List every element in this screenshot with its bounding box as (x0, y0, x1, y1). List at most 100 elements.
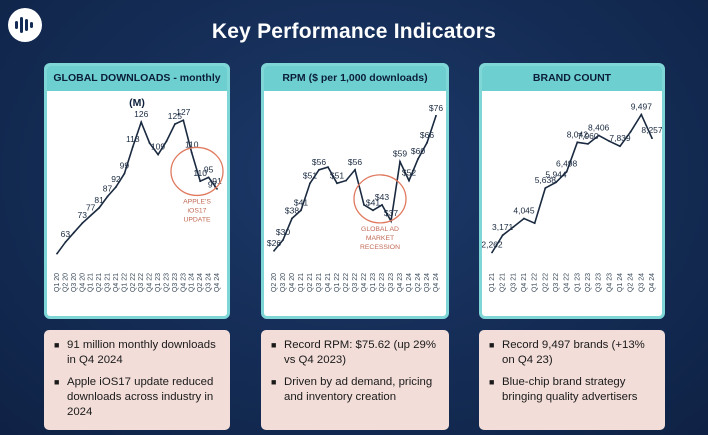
annotation-circle (353, 174, 407, 224)
data-point (216, 187, 218, 190)
data-point (426, 141, 428, 144)
data-label: 5,638 (535, 175, 557, 185)
list-item: ■ 91 million monthly downloads in Q4 2024 (54, 339, 216, 366)
series-line (56, 119, 218, 255)
data-point (64, 241, 67, 244)
annotation-text: iOS17 (188, 207, 207, 214)
data-label: $52 (402, 168, 416, 178)
x-tick-label: Q3 24 (206, 273, 213, 292)
data-label: 126 (134, 109, 148, 119)
list-item: ■ Record 9,497 brands (+13% on Q4 23) (489, 339, 645, 366)
data-point (173, 123, 176, 125)
data-label: 4,045 (513, 205, 535, 215)
x-tick-label: Q4 20 (79, 273, 86, 292)
data-point (148, 142, 151, 145)
data-point (533, 222, 536, 225)
data-point (491, 251, 493, 254)
data-label: 127 (176, 107, 190, 117)
x-tick-label: Q4 24 (649, 273, 656, 292)
data-label: 6,498 (556, 159, 578, 169)
x-tick-label: Q1 22 (121, 273, 128, 292)
annotation-text: MARKET (366, 235, 394, 242)
data-label: $66 (420, 130, 434, 140)
x-tick-label: Q4 22 (147, 273, 154, 292)
brand-count-chart-header: BRAND COUNT (482, 66, 662, 91)
x-tick-label: Q1 23 (155, 273, 162, 292)
x-tick-label: Q4 22 (564, 273, 571, 292)
rpm-chart-header: RPM ($ per 1,000 downloads) (264, 66, 446, 91)
data-point (89, 214, 92, 217)
data-point (282, 239, 284, 241)
list-item: ■ Apple iOS17 update reduced downloads ac… (54, 376, 214, 418)
data-point (207, 176, 210, 179)
data-point (131, 146, 134, 148)
data-point (182, 119, 185, 122)
data-label: 7,960 (577, 131, 599, 141)
data-label: 9,497 (631, 102, 653, 112)
data-point (435, 114, 437, 117)
downloads-chart-panel: GLOBAL DOWNLOADS - monthly (M) 63 73 77 81 8… (44, 63, 230, 319)
data-label: 109 (151, 142, 165, 152)
data-point (501, 234, 504, 237)
data-point (300, 209, 302, 212)
data-point (273, 249, 275, 252)
data-label: 95 (204, 164, 214, 174)
data-point (81, 222, 84, 225)
x-tick-label: Q3 21 (510, 273, 517, 292)
data-label: $41 (294, 197, 308, 207)
data-label: 2,262 (482, 239, 503, 249)
x-tick-label: Q4 23 (180, 273, 187, 292)
data-label: 110 (193, 168, 207, 178)
downloads-chart: 6373778187929911312610912512711011095979… (54, 107, 224, 292)
x-tick-label: Q4 23 (397, 273, 404, 292)
data-label: $56 (348, 157, 362, 167)
annotation-text: GLOBAL AD (361, 226, 399, 233)
data-point (106, 195, 109, 198)
rpm-chart-panel: RPM ($ per 1,000 downloads) $26 $30 $38 $41… (261, 63, 449, 319)
data-label: $30 (276, 227, 290, 237)
x-tick-label: Q3 23 (596, 273, 603, 292)
data-point (336, 182, 338, 185)
x-tick-label: Q4 20 (289, 273, 296, 292)
x-tick-label: Q2 22 (130, 273, 137, 292)
x-tick-label: Q1 24 (189, 273, 196, 292)
data-point (123, 172, 126, 175)
data-label: 63 (61, 229, 71, 239)
x-tick-label: Q1 24 (406, 273, 413, 292)
x-tick-label: Q1 21 (88, 273, 95, 292)
annotation-text: APPLE'S (183, 198, 211, 205)
data-label: 81 (94, 195, 104, 205)
rpm-bullets: ■ Record RPM: $75.62 (up 29% vs Q4 2023) … (261, 330, 449, 430)
x-tick-label: Q4 21 (113, 273, 120, 292)
page-title: Key Performance Indicators (211, 20, 497, 43)
data-label: 8,042 (567, 129, 589, 139)
x-tick-label: Q4 23 (606, 273, 613, 292)
data-label: $41 (366, 197, 380, 207)
data-point (372, 209, 374, 212)
data-point (165, 140, 168, 143)
data-point (381, 204, 383, 206)
x-tick-label: Q2 23 (163, 273, 170, 292)
data-point (576, 141, 579, 144)
x-tick-label: Q1 20 (54, 273, 61, 292)
data-label: 99 (120, 161, 130, 171)
data-label: 113 (126, 134, 140, 144)
annotation-text: RECESSION (360, 244, 400, 251)
x-tick-label: Q2 21 (307, 273, 314, 292)
brand-count-bullets: ■ Record 9,497 brands (+13% on Q4 23) ■ Bl… (479, 330, 665, 430)
data-point (327, 166, 329, 168)
data-point (157, 153, 159, 156)
data-point (98, 207, 101, 209)
data-label: 73 (78, 210, 88, 220)
data-label: 125 (168, 111, 182, 121)
x-tick-label: Q4 21 (325, 273, 332, 292)
x-tick-label: Q3 24 (638, 273, 645, 292)
x-tick-label: Q3 24 (424, 273, 431, 292)
data-point (417, 158, 419, 160)
series-line (273, 115, 437, 252)
data-label: 91 (212, 176, 222, 186)
data-label: $76 (429, 103, 443, 113)
x-tick-label: Q1 22 (532, 273, 539, 292)
data-label: $43 (375, 192, 389, 202)
x-tick-label: Q2 20 (271, 273, 278, 292)
